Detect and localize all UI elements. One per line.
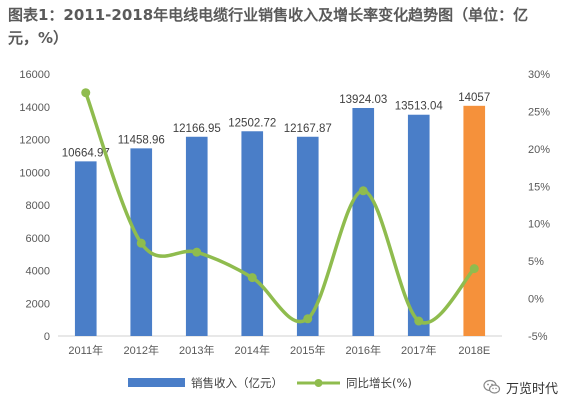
y-left-tick-label: 14000 <box>19 102 50 114</box>
y-right-tick-label: 25% <box>528 106 550 118</box>
y-right-tick-label: 0% <box>528 294 544 306</box>
bar-data-label: 14057 <box>458 92 490 104</box>
bar-data-label: 13924.03 <box>339 94 387 106</box>
growth-point <box>469 264 479 274</box>
y-right-tick-label: 10% <box>528 219 550 231</box>
bar <box>463 105 486 337</box>
y-left-tick-label: 16000 <box>19 69 50 81</box>
x-tick-label: 2017年 <box>401 343 436 357</box>
y-right-tick-label: 15% <box>528 181 550 193</box>
y-right-tick-label: 30% <box>528 69 550 81</box>
y-left-tick-label: 4000 <box>26 266 50 278</box>
legend-bar-swatch <box>128 378 185 387</box>
y-right-tick-label: 5% <box>528 256 544 268</box>
bar-data-label: 11458.96 <box>118 134 165 146</box>
growth-point <box>247 273 257 283</box>
chart-title: 图表1：2011-2018年电线电缆行业销售收入及增长率变化趋势图（单位：亿元，… <box>8 6 529 47</box>
bar <box>185 136 208 336</box>
bar-data-label: 12167.87 <box>284 123 332 135</box>
x-tick-label: 2015年 <box>290 343 325 357</box>
bar-data-label: 12502.72 <box>228 117 276 129</box>
bar <box>241 131 264 336</box>
growth-point <box>136 238 146 248</box>
x-tick-label: 2012年 <box>124 343 159 357</box>
bar <box>352 107 375 336</box>
legend-line-marker <box>314 379 323 387</box>
x-tick-label: 2013年 <box>179 343 214 357</box>
bar <box>296 136 319 336</box>
growth-point <box>81 88 91 98</box>
growth-point <box>414 316 424 326</box>
bar <box>74 161 97 336</box>
x-tick-label: 2014年 <box>235 343 270 357</box>
y-left-tick-label: 8000 <box>26 200 50 212</box>
bar-data-label: 10664.97 <box>62 147 110 159</box>
growth-point <box>303 314 313 324</box>
y-left-tick-label: 10000 <box>19 167 50 179</box>
growth-point <box>192 247 202 257</box>
legend-line-label: 同比增长(%) <box>346 376 412 390</box>
x-tick-label: 2018E <box>458 345 490 357</box>
growth-point <box>358 186 368 196</box>
y-right-tick-label: -5% <box>528 331 548 343</box>
y-left-tick-label: 2000 <box>26 298 50 310</box>
x-tick-label: 2016年 <box>346 343 381 357</box>
y-right-tick-label: 20% <box>528 144 550 156</box>
y-left-tick-label: 6000 <box>26 233 50 245</box>
legend-bar-label: 销售收入（亿元） <box>191 376 283 390</box>
bar-data-label: 12166.95 <box>173 123 221 135</box>
wechat-icon <box>483 379 501 394</box>
y-left-tick-label: 0 <box>44 331 50 343</box>
y-left-tick-label: 12000 <box>19 135 50 147</box>
x-tick-label: 2011年 <box>68 343 103 357</box>
watermark: 万览时代 <box>483 377 558 397</box>
bar-data-label: 13513.04 <box>395 101 444 113</box>
watermark-text: 万览时代 <box>505 381 558 397</box>
bar <box>407 114 430 336</box>
